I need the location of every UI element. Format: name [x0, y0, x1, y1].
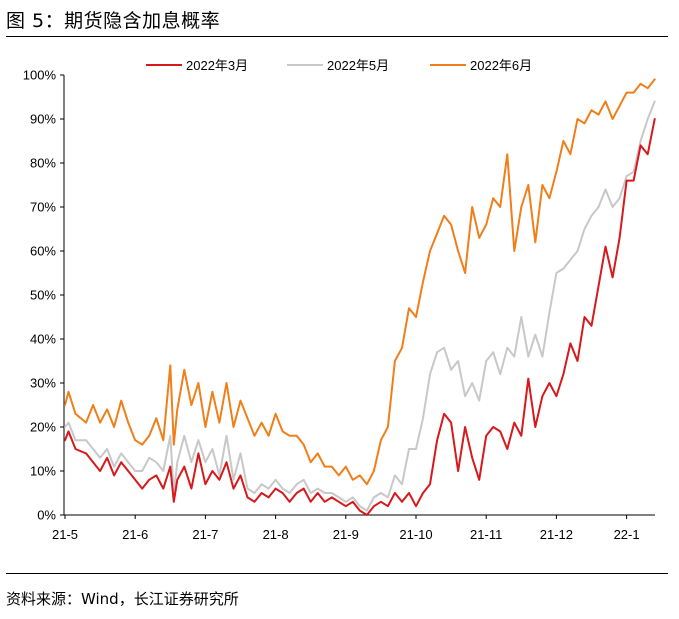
y-tick-label: 0%	[37, 508, 56, 523]
x-tick-label: 21-8	[263, 527, 289, 542]
x-tick-label: 21-7	[192, 527, 218, 542]
x-tick-label: 21-9	[333, 527, 359, 542]
series-line-2	[64, 100, 656, 512]
source-note: 资料来源：Wind，长江证券研究所	[6, 590, 239, 608]
line-chart: 0% 10% 20% 30% 40% 50% 60% 70% 80% 90% 100% 21-5 21-…	[23, 58, 656, 542]
y-tick-label: 90%	[30, 112, 56, 127]
y-tick-label: 20%	[30, 420, 56, 435]
y-tick-label: 10%	[30, 464, 56, 479]
x-tick-label: 21-11	[470, 527, 502, 542]
chart-legend: 2022年3月 2022年5月 2022年6月	[146, 58, 532, 73]
y-tick-label: 50%	[30, 288, 56, 303]
x-tick-label: 21-6	[122, 527, 148, 542]
legend-label-3: 2022年6月	[470, 58, 532, 73]
chart-axes: 0% 10% 20% 30% 40% 50% 60% 70% 80% 90% 100% 21-5 21-…	[23, 68, 655, 542]
legend-label-1: 2022年3月	[186, 58, 248, 73]
x-tick-label: 21-12	[540, 527, 573, 542]
x-tick-label: 21-5	[52, 527, 78, 542]
series-line-3	[64, 78, 656, 486]
y-tick-label: 30%	[30, 376, 56, 391]
top-rule	[6, 36, 668, 37]
bottom-rule	[6, 573, 668, 574]
chart-series	[64, 78, 656, 516]
y-tick-label: 80%	[30, 156, 56, 171]
series-line-1	[64, 118, 656, 516]
y-tick-label: 60%	[30, 244, 56, 259]
y-tick-label: 70%	[30, 200, 56, 215]
legend-label-2: 2022年5月	[327, 58, 389, 73]
figure-title: 图 5：期货隐含加息概率	[6, 10, 221, 32]
x-tick-label: 22-1	[614, 527, 640, 542]
y-tick-label: 40%	[30, 332, 56, 347]
x-tick-label: 21-10	[399, 527, 432, 542]
y-tick-label: 100%	[23, 68, 57, 83]
